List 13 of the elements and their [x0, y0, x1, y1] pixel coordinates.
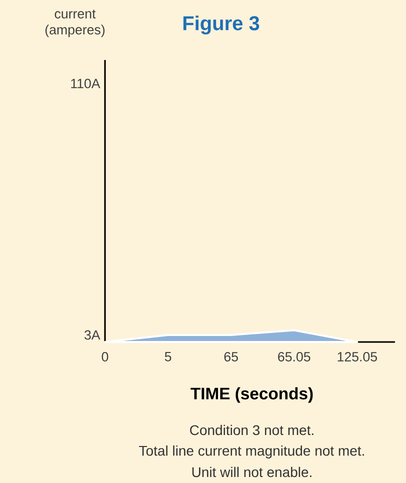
x-tick-label: 5 [164, 352, 172, 362]
text: Condition 3 not met. [190, 424, 314, 436]
x-axis-title: TIME (seconds) [190, 387, 313, 403]
x-tick-label: 125.05 [338, 352, 377, 362]
y-tick-label: 110A [71, 78, 100, 88]
y-tick-label: 3A [84, 330, 100, 340]
x-tick-label: 65 [224, 352, 238, 362]
chart-title: Figure 3 [183, 16, 260, 34]
x-tick-label: 65.05 [278, 352, 310, 362]
text: Total line current magnitude not met. [139, 445, 364, 459]
x-tick-label: 0 [102, 352, 108, 362]
y-axis-title: current (amperes) [45, 10, 105, 38]
text: Unit will not enable. [192, 466, 312, 478]
